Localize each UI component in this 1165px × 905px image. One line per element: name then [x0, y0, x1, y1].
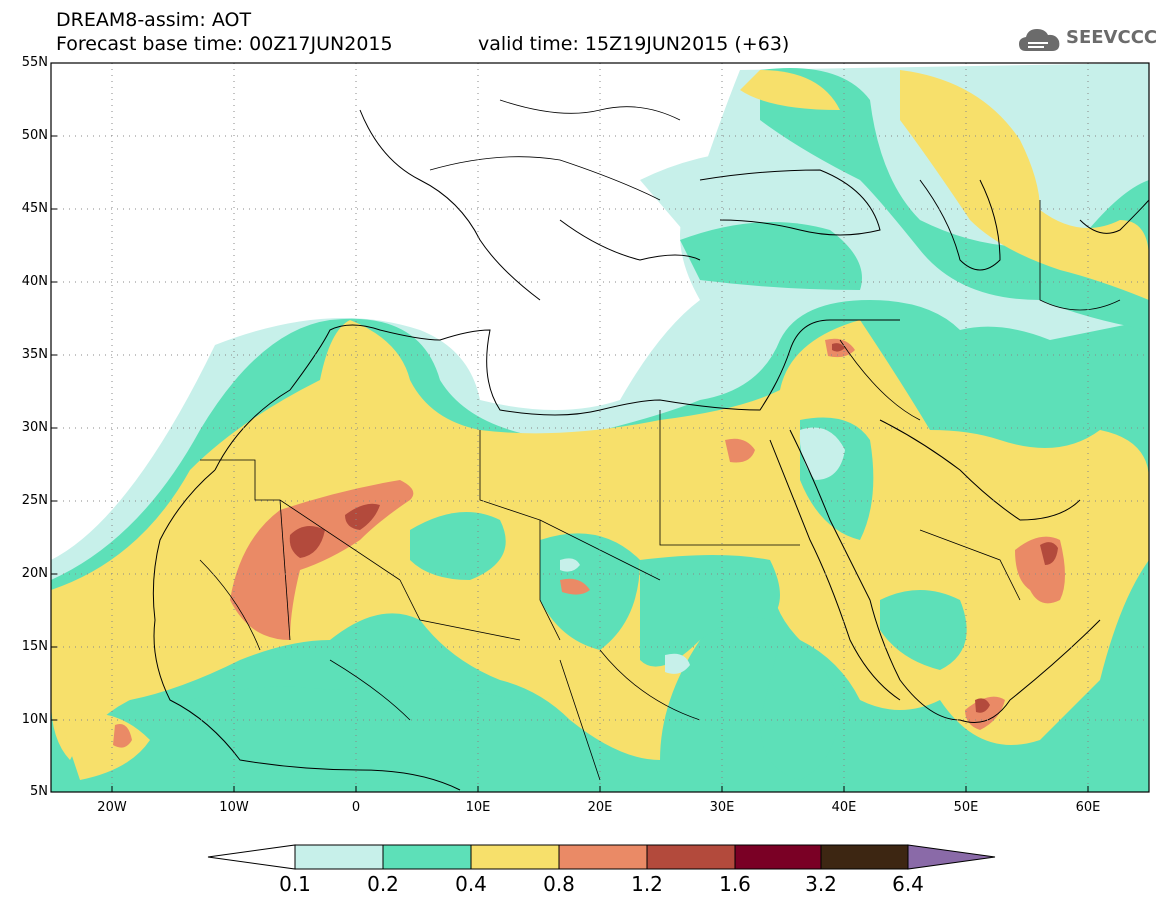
coastlines [152, 109, 1149, 791]
lon-label: 30E [709, 800, 735, 815]
colorbar-label: 1.6 [719, 872, 751, 896]
colorbar-swatch-7 [820, 844, 909, 870]
logo-text: SEEVCCC [1066, 27, 1158, 48]
lat-label: 10N [21, 712, 48, 727]
colorbar-label: 6.4 [892, 872, 924, 896]
colorbar-swatch-6 [734, 844, 822, 870]
lat-label: 45N [21, 201, 48, 216]
lat-label: 5N [30, 784, 48, 799]
colorbar-high-arrow [907, 844, 996, 870]
lat-label: 20N [21, 566, 48, 581]
lat-label: 30N [21, 420, 48, 435]
colorbar-swatch-2 [382, 844, 472, 870]
lon-label: 10E [465, 800, 491, 815]
colorbar-label: 3.2 [805, 872, 837, 896]
seevccc-logo: SEEVCCC [1018, 25, 1158, 55]
lon-label: 0 [351, 800, 361, 815]
colorbar-label: 0.8 [543, 872, 575, 896]
lon-label: 20E [587, 800, 613, 815]
lat-label: 25N [21, 493, 48, 508]
aot-band-0.1-0.2-inner [560, 427, 845, 674]
colorbar-label: 0.2 [367, 872, 399, 896]
lat-label: 55N [21, 55, 48, 70]
colorbar-low-arrow [207, 844, 296, 870]
map-title: DREAM8-assim: AOT [56, 9, 252, 31]
lat-label: 50N [21, 128, 48, 143]
forecast-base-time: Forecast base time: 00Z17JUN2015 [56, 33, 393, 55]
lon-label: 20W [97, 800, 127, 815]
colorbar-swatch-5 [646, 844, 736, 870]
cloud-icon [1019, 29, 1060, 51]
valid-time: valid time: 15Z19JUN2015 (+63) [478, 33, 790, 55]
lon-label: 50E [953, 800, 979, 815]
lat-label: 15N [21, 639, 48, 654]
lat-label: 40N [21, 274, 48, 289]
colorbar-swatch-1 [294, 844, 384, 870]
lon-label: 40E [831, 800, 857, 815]
lon-label: 60E [1075, 800, 1101, 815]
colorbar [207, 844, 996, 870]
country-borders [199, 99, 1121, 781]
colorbar-label: 0.4 [455, 872, 487, 896]
aot-band-1.2-1.6 [289, 343, 1058, 713]
colorbar-swatch-3 [470, 844, 560, 870]
colorbar-label: 1.2 [631, 872, 663, 896]
colorbar-swatch-4 [558, 844, 648, 870]
lon-label: 10W [219, 800, 249, 815]
axis-ticks [51, 135, 1089, 792]
lat-label: 35N [21, 347, 48, 362]
colorbar-label: 0.1 [279, 872, 311, 896]
